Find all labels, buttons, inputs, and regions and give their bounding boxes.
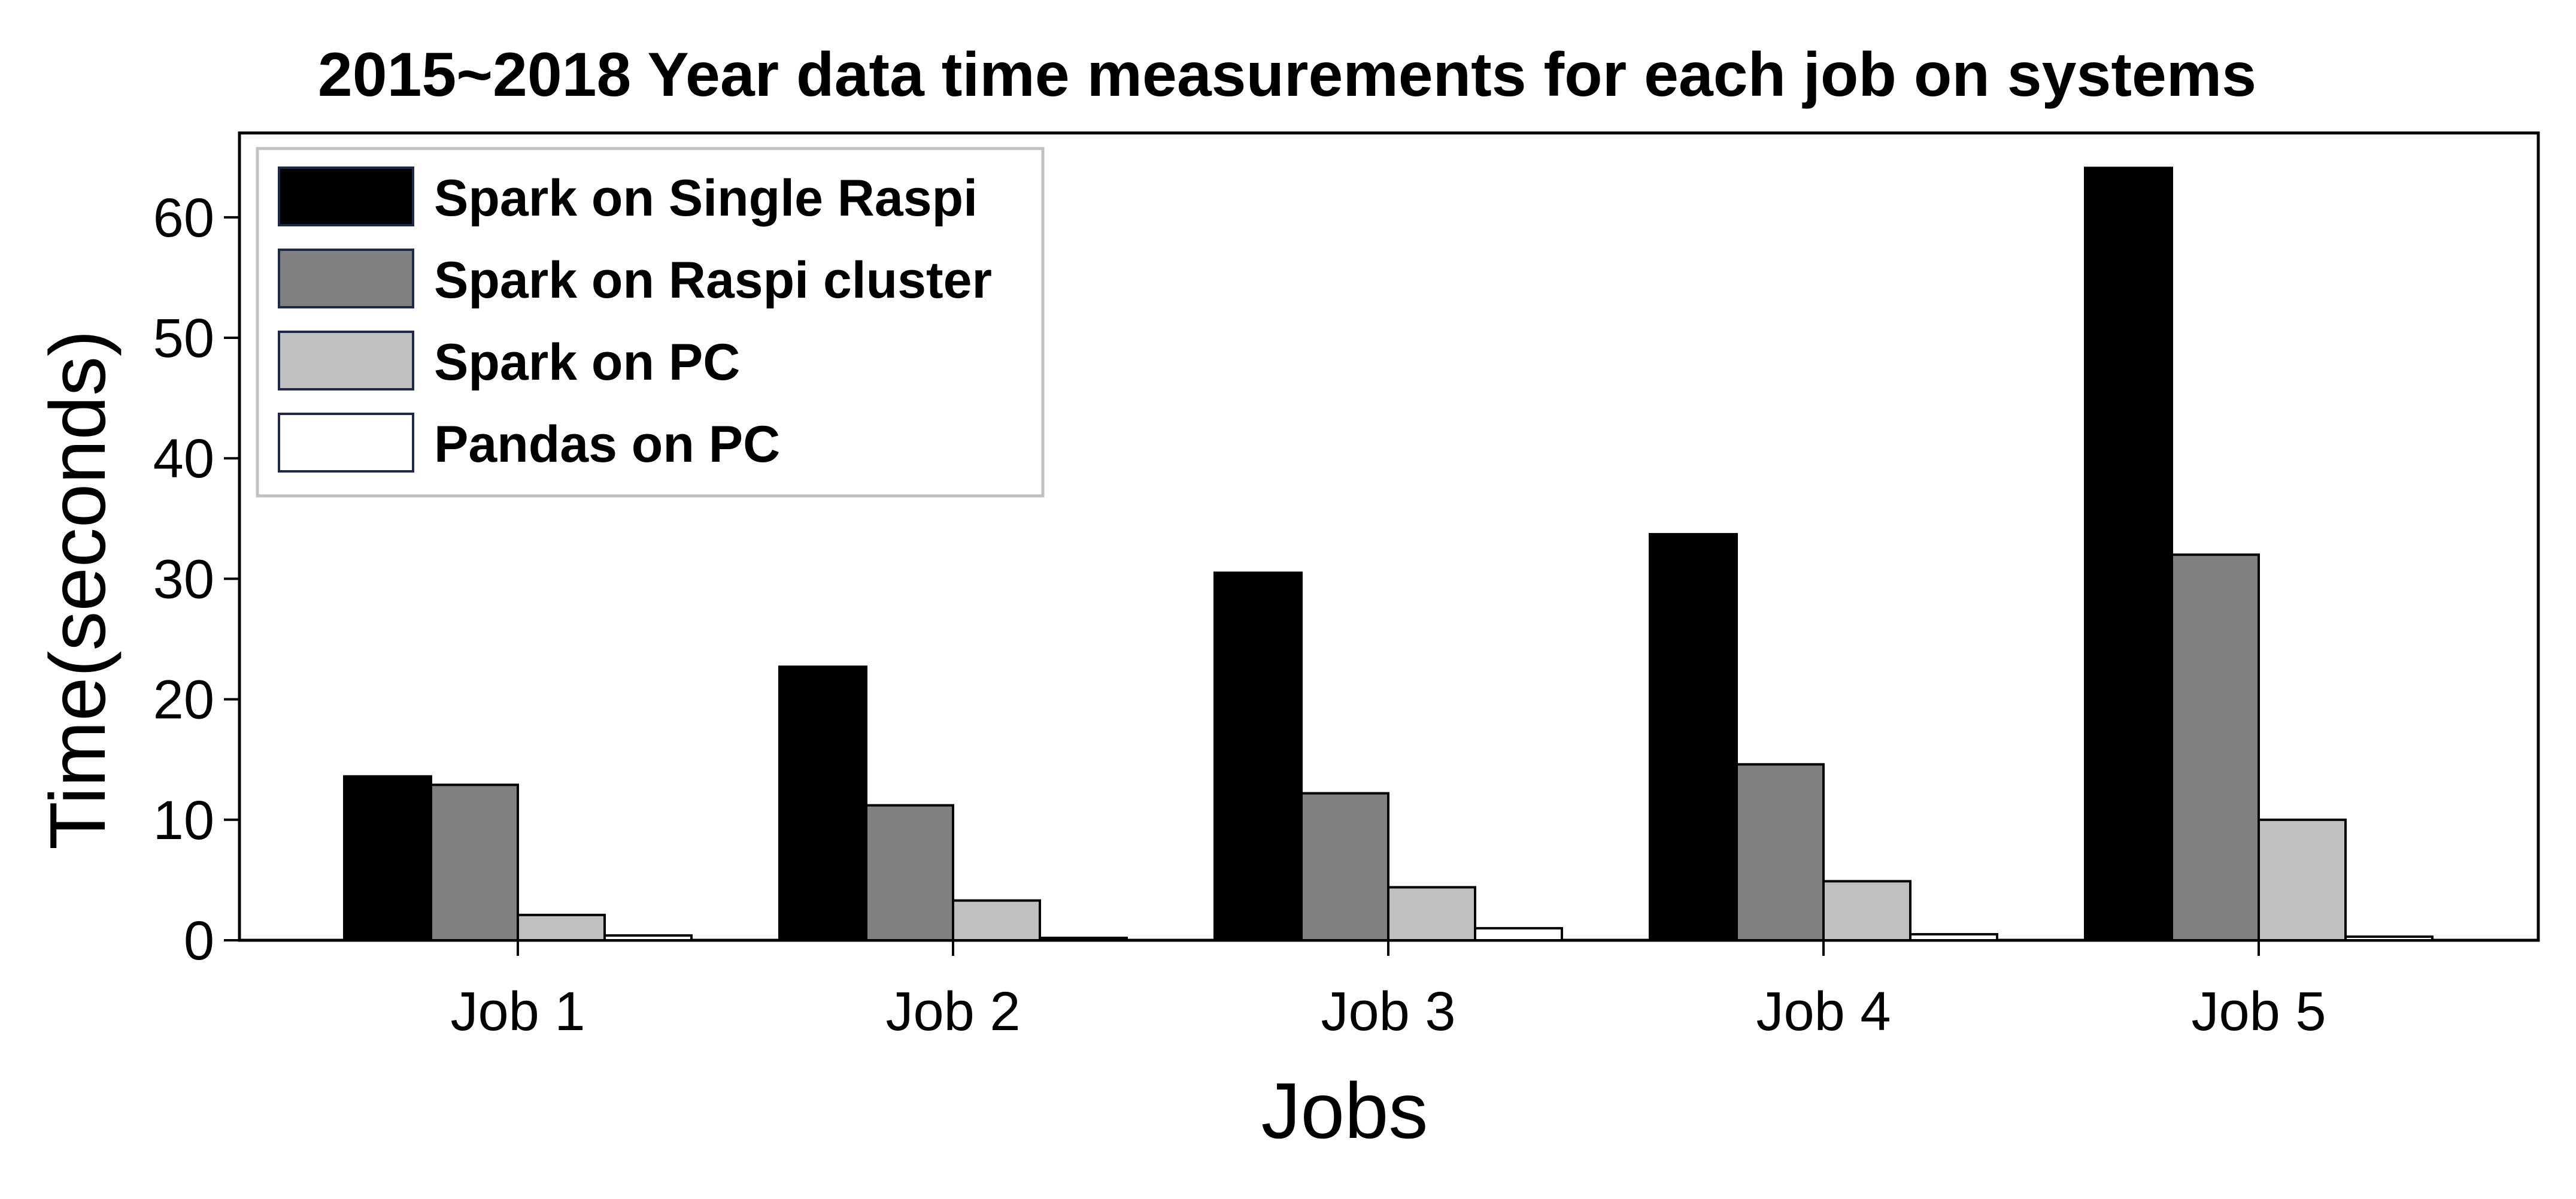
y-tick-label: 50 bbox=[153, 308, 214, 369]
x-tick-label: Job 2 bbox=[885, 981, 1020, 1042]
bar bbox=[952, 899, 1041, 941]
legend-entry-label: Pandas on PC bbox=[434, 416, 780, 473]
y-axis: 0 10 20 30 40 50 60 bbox=[153, 187, 239, 971]
y-tick-label: 60 bbox=[153, 187, 214, 249]
legend-swatch bbox=[278, 166, 414, 226]
bar bbox=[517, 913, 606, 942]
bar bbox=[2084, 166, 2173, 941]
bar bbox=[1213, 571, 1303, 941]
bar bbox=[865, 804, 954, 942]
bar bbox=[1649, 532, 1738, 941]
x-tick-label: Job 4 bbox=[1756, 981, 1891, 1042]
y-axis-label: Time(seconds) bbox=[34, 330, 122, 850]
legend-entry-label: Spark on Single Raspi bbox=[434, 169, 978, 227]
legend-swatch bbox=[278, 331, 414, 390]
legend-swatch bbox=[278, 413, 414, 473]
bar bbox=[778, 665, 867, 941]
bar bbox=[1474, 926, 1563, 942]
y-tick-label: 30 bbox=[153, 549, 214, 610]
x-tick-label: Job 1 bbox=[450, 981, 585, 1042]
bars-group bbox=[343, 166, 2434, 942]
bar bbox=[1822, 880, 1911, 941]
bar bbox=[1735, 763, 1825, 941]
y-tick-label: 10 bbox=[153, 790, 214, 851]
x-axis-label: Jobs bbox=[1261, 1067, 1428, 1155]
bar bbox=[2344, 935, 2434, 942]
bar bbox=[1300, 792, 1389, 942]
bar bbox=[603, 934, 693, 942]
x-tick-label: Job 3 bbox=[1321, 981, 1455, 1042]
legend: Spark on Single Raspi Spark on Raspi clus… bbox=[256, 147, 1045, 498]
y-tick-label: 0 bbox=[184, 910, 214, 971]
y-tick-label: 20 bbox=[153, 670, 214, 731]
legend-entry-label: Spark on PC bbox=[434, 334, 740, 391]
x-axis: Job 1 Job 2 Job 3 Job 4 Job 5 bbox=[450, 940, 2326, 1042]
bar bbox=[1387, 886, 1476, 941]
bar bbox=[2258, 818, 2347, 942]
x-tick-label: Job 5 bbox=[2191, 981, 2326, 1042]
bar bbox=[430, 783, 519, 942]
legend-entry-label: Spark on Raspi cluster bbox=[434, 252, 992, 309]
y-tick-label: 40 bbox=[153, 428, 214, 489]
bar bbox=[2171, 553, 2260, 941]
chart-title: 2015~2018 Year data time measurements fo… bbox=[318, 40, 2256, 110]
bar bbox=[343, 775, 432, 941]
bar bbox=[1039, 936, 1128, 941]
bar bbox=[1909, 932, 1998, 942]
legend-swatch bbox=[278, 249, 414, 308]
